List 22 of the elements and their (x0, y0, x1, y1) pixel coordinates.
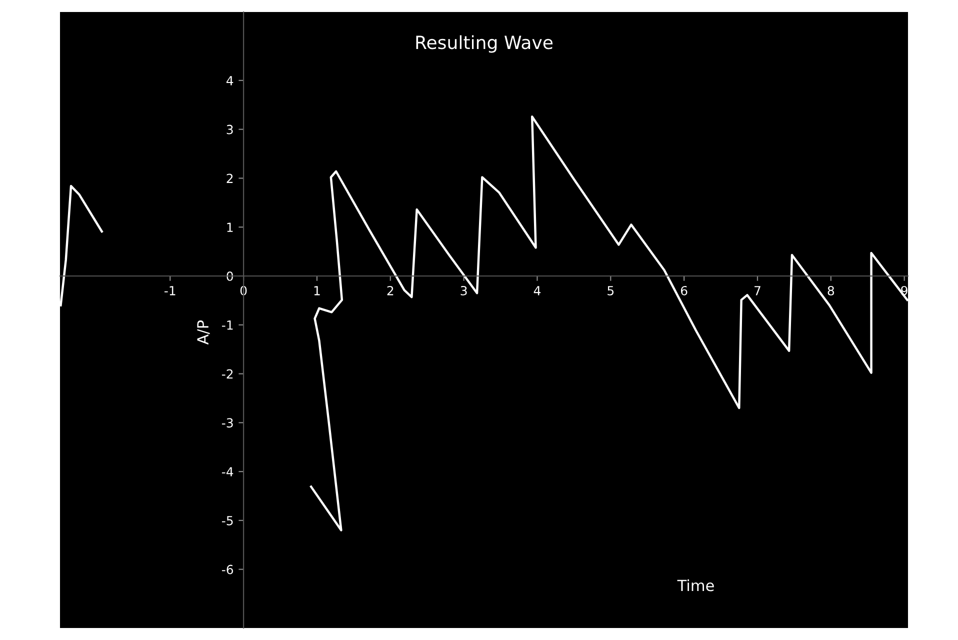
text: Resulting Wave (416, 35, 553, 53)
y-tick-label: 1 (227, 222, 233, 232)
y-axis-title: A/P (197, 320, 210, 345)
x-tick-label: 1 (314, 286, 320, 296)
x-tick-label: 2 (387, 286, 394, 296)
y-tick-label: 3 (226, 124, 233, 134)
y-tick-label: -6 (222, 564, 234, 574)
y-tick-label: -3 (222, 418, 233, 428)
x-tick-label: 5 (608, 286, 614, 296)
x-tick-label: 7 (754, 286, 760, 296)
x-tick-label: -1 (164, 286, 176, 296)
x-tick-label: 4 (534, 286, 541, 296)
x-tick-label: 6 (680, 286, 688, 296)
y-tick-label: 4 (226, 76, 234, 86)
y-tick-label: -4 (222, 467, 234, 476)
x-tick-label: 8 (828, 286, 834, 296)
y-tick-label: 2 (226, 174, 233, 183)
x-axis-title: Time (677, 579, 714, 592)
y-tick-label: -2 (222, 369, 233, 379)
x-tick-label: 3 (460, 286, 467, 296)
y-tick-label: -5 (222, 516, 233, 526)
y-tick-label: -1 (222, 320, 233, 330)
